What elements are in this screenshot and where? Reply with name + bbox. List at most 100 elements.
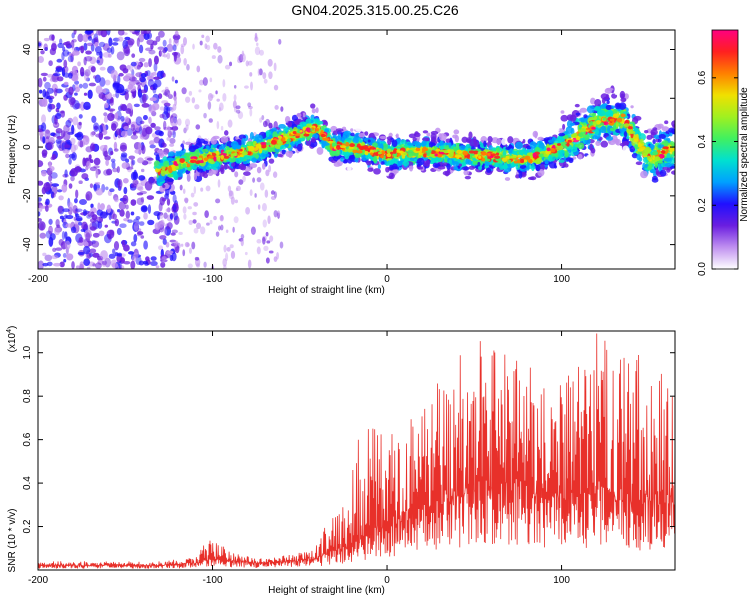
heatmap-cell [72,69,78,80]
heatmap-cell [233,84,237,89]
heatmap-cell [133,233,138,243]
heatmap-cell [205,166,211,171]
heatmap-cell [392,149,397,154]
heatmap-cell [591,126,596,130]
heatmap-cell [238,179,244,185]
heatmap-cell [68,183,73,189]
heatmap-cell [89,218,97,223]
heatmap-cell [63,81,69,86]
heatmap-cell [600,122,605,126]
heatmap-cell [243,155,250,160]
heatmap-cell [129,30,135,33]
heatmap-cell [649,168,657,174]
heatmap-cell [84,71,89,82]
heatmap-cell [345,141,350,147]
heatmap-cell [653,134,661,140]
heatmap-cell [197,168,204,173]
heatmap-cell [38,217,42,222]
heatmap-cell [524,155,531,161]
heatmap-cell [85,232,91,242]
heatmap-cell [60,110,65,114]
heatmap-cell [158,175,164,182]
heatmap-cell [630,131,636,134]
heatmap-cell [158,50,162,57]
heatmap-cell [496,138,503,145]
heatmap-cell [75,213,80,218]
heatmap-cell [530,163,535,172]
heatmap-cell [438,133,447,141]
heatmap-cell [532,130,539,138]
heatmap-cell [217,54,223,64]
heatmap-cell [297,139,301,144]
heatmap-cell [662,146,669,150]
heatmap-cell [133,169,138,179]
heatmap-cell [316,146,324,155]
heatmap-cell [160,261,166,268]
heatmap-cell [105,168,113,176]
heatmap-cell [263,78,268,84]
heatmap-cell [654,156,661,162]
heatmap-cell [68,72,73,79]
heatmap-cell [81,173,89,180]
heatmap-cell [246,150,252,156]
heatmap-cell [114,218,120,227]
heatmap-cell [162,72,166,78]
heatmap-cell [161,256,165,264]
heatmap-cell [169,254,174,262]
heatmap-cell [258,68,263,76]
heatmap-cell [38,160,44,168]
heatmap-cell [172,44,177,52]
heatmap-cell [254,46,261,56]
heatmap-cell [139,76,146,83]
heatmap-cell [380,161,385,165]
heatmap-cell [53,262,61,267]
heatmap-cell [305,118,311,125]
heatmap-cell [483,140,487,148]
heatmap-cell [652,155,656,160]
heatmap-cell [105,159,109,166]
heatmap-cell [183,127,187,134]
heatmap-cell [71,261,75,269]
heatmap-cell [181,87,187,95]
heatmap-cell [630,105,634,109]
heatmap-cell [344,152,350,160]
heatmap-cell [265,142,272,146]
y-tick-label: 0.6 [22,432,33,446]
heatmap-cell [134,148,143,154]
heatmap-cell [579,137,586,141]
heatmap-cell [388,172,395,180]
heatmap-cell [99,66,106,71]
heatmap-cell [270,195,277,200]
heatmap-cell [169,137,176,144]
heatmap-cell [594,105,601,112]
heatmap-cell [44,254,53,262]
heatmap-cell [364,131,369,136]
heatmap-cell [361,148,365,156]
heatmap-cell [595,120,601,125]
heatmap-cell [605,87,614,91]
heatmap-cell [125,49,130,55]
heatmap-cell [171,229,178,234]
heatmap-cell [88,82,97,87]
heatmap-cell [188,219,193,226]
heatmap-cell [135,216,141,220]
heatmap-cell [79,66,85,77]
heatmap-cell [137,186,144,192]
heatmap-cell [44,46,48,52]
heatmap-cell [448,142,452,148]
heatmap-cell [163,120,167,130]
heatmap-cell [605,93,610,100]
heatmap-cell [238,163,245,170]
heatmap-cell [173,35,179,44]
heatmap-cell [95,85,103,95]
heatmap-cell [211,55,216,60]
heatmap-cell [537,133,544,138]
heatmap-cell [412,137,417,142]
heatmap-cell [590,147,596,154]
heatmap-cell [48,236,54,247]
heatmap-cell [225,229,229,233]
heatmap-cell [180,45,185,55]
heatmap-cell [393,169,399,174]
spectrogram-y-axis-label: Frequency (Hz) [7,115,18,184]
heatmap-cell [178,231,183,236]
